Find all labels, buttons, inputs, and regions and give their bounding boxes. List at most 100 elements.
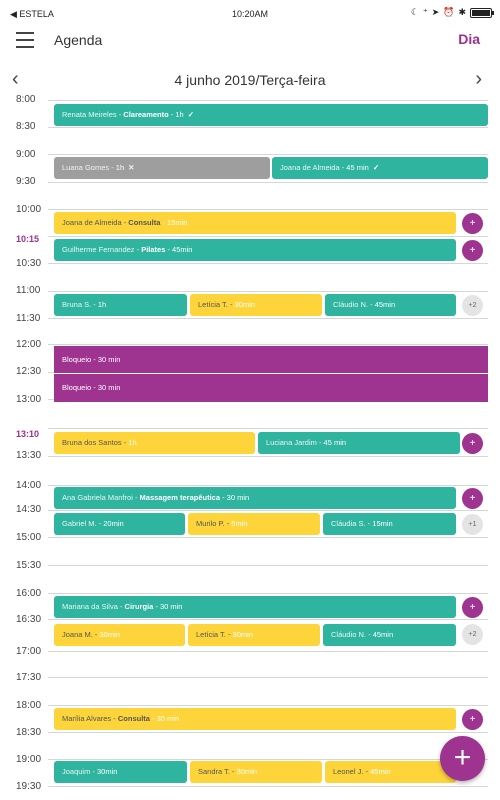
hour-divider	[48, 182, 488, 183]
more-appointments-button[interactable]: +2	[462, 624, 483, 645]
alarm-icon: ⏰	[443, 7, 455, 17]
hour-divider	[48, 291, 488, 292]
hour-divider	[48, 732, 488, 733]
hour-divider	[48, 485, 488, 486]
status-bar: ◀ ESTELA 10:20AM ☾ ⁺ ➤ ⏰ ✱	[0, 0, 500, 28]
add-appointment-button[interactable]: +	[462, 213, 483, 234]
signal-icon: ⁺	[422, 7, 428, 17]
time-label: 16:00	[16, 588, 42, 599]
status-icons: ☾ ⁺ ➤ ⏰ ✱	[410, 7, 494, 18]
time-label: 15:00	[16, 532, 42, 543]
location-icon: ➤	[431, 7, 440, 17]
appointment[interactable]: Renata Meireles - Clareamento - 1h ✓	[54, 104, 488, 126]
hour-divider	[48, 759, 488, 760]
appointment[interactable]: Murilo P. - 5min	[188, 513, 320, 535]
time-label: 13:00	[16, 394, 42, 405]
carrier-label: ◀ ESTELA	[10, 9, 54, 19]
chevron-right-icon[interactable]: ›	[475, 68, 482, 90]
hour-divider	[48, 100, 488, 101]
hour-divider	[48, 236, 488, 237]
hour-divider	[48, 565, 488, 566]
status-time: 10:20AM	[231, 9, 269, 19]
time-label: 14:00	[16, 480, 42, 491]
time-label: 17:00	[16, 646, 42, 657]
time-label: 13:30	[16, 450, 42, 461]
hour-divider	[48, 127, 488, 128]
appointment[interactable]: Joana de Almeida - 45 min ✓	[272, 157, 488, 179]
hour-divider	[48, 263, 488, 264]
time-label: 17:30	[16, 672, 42, 683]
appointment[interactable]: Joana M. - 30min	[54, 624, 185, 646]
hamburger-icon[interactable]	[16, 32, 34, 48]
hour-divider	[48, 786, 488, 787]
date-navigation: ‹ 4 junho 2019/Terça-feira ›	[0, 66, 500, 96]
time-label: 11:00	[16, 285, 41, 296]
hour-divider	[48, 510, 488, 511]
add-appointment-button[interactable]: +	[462, 488, 483, 509]
hour-divider	[48, 651, 488, 652]
time-label: 14:30	[16, 504, 42, 515]
time-label: 18:30	[16, 727, 42, 738]
appointment[interactable]: Bruna S. - 1h	[54, 294, 187, 316]
add-appointment-button[interactable]: +	[462, 433, 483, 454]
appointment[interactable]: Cláudio N. - 45min	[325, 294, 456, 316]
more-appointments-button[interactable]: +1	[462, 514, 483, 535]
blocked-slot[interactable]: Bloqueio - 30 min	[54, 374, 488, 402]
appointment[interactable]: Cláudia S. - 15min	[323, 513, 456, 535]
chevron-left-icon[interactable]: ‹	[12, 68, 19, 90]
time-label: 10:00	[16, 204, 42, 215]
time-label: 12:30	[16, 366, 42, 377]
time-label: 11:30	[16, 313, 41, 324]
add-appointment-button[interactable]: +	[462, 709, 483, 730]
appointment[interactable]: Bruna dos Santos - 1h	[54, 432, 255, 454]
appointment[interactable]: Joaquim - 30min	[54, 761, 187, 783]
appointment[interactable]: Joana de Almeida - Consulta - 15min	[54, 212, 456, 234]
check-icon: ✓	[372, 163, 380, 172]
appointment[interactable]: Letícia T. - 30min	[190, 294, 322, 316]
time-label: 12:00	[16, 339, 42, 350]
current-time-label: 13:10	[16, 429, 40, 439]
appointment[interactable]: Letícia T. - 30min	[188, 624, 320, 646]
time-label: 10:30	[16, 258, 42, 269]
hour-divider	[48, 318, 488, 319]
appointment[interactable]: Cláudio N. - 45min	[323, 624, 456, 646]
appointment-cancelled[interactable]: Luana Gomes - 1h ✕	[54, 157, 270, 179]
hour-divider	[48, 705, 488, 706]
time-label: 18:00	[16, 700, 42, 711]
appointment[interactable]: Guilherme Fernandez - Pilates - 45min	[54, 239, 456, 261]
hour-divider	[48, 456, 488, 457]
time-label: 9:30	[16, 176, 36, 187]
check-icon: ✓	[187, 110, 195, 119]
hour-divider	[48, 428, 488, 429]
appointment[interactable]: Leonel J. - 45min	[325, 761, 456, 783]
hour-divider	[48, 154, 488, 155]
current-time-label: 10:15	[16, 234, 40, 244]
bluetooth-icon: ✱	[458, 7, 466, 17]
add-appointment-button[interactable]: +	[462, 240, 483, 261]
hour-divider	[48, 593, 488, 594]
appointment[interactable]: Marília Alvares - Consulta - 30 min	[54, 708, 456, 730]
time-label: 19:30	[16, 781, 42, 792]
moon-icon: ☾	[410, 7, 419, 17]
cancel-icon: ✕	[128, 163, 135, 172]
hour-divider	[48, 619, 488, 620]
day-timeline: 8:00 8:30 9:00 9:30 10:00 10:15 10:30 11…	[0, 92, 500, 800]
time-label: 15:30	[16, 560, 42, 571]
appointment[interactable]: Luciana Jardim - 45 min	[258, 432, 460, 454]
view-mode-button[interactable]: Dia	[458, 31, 480, 47]
page-title: Agenda	[54, 32, 103, 48]
time-label: 9:00	[16, 149, 36, 160]
appointment[interactable]: Mariana da Silva - Cirurgia - 30 min	[54, 596, 456, 618]
blocked-slot[interactable]: Bloqueio - 30 min	[54, 346, 488, 373]
add-appointment-button[interactable]: +	[462, 597, 483, 618]
time-label: 19:00	[16, 754, 42, 765]
appointment[interactable]: Sandra T. - 30min	[190, 761, 322, 783]
hour-divider	[48, 537, 488, 538]
appointment[interactable]: Gabriel M. - 20min	[54, 513, 185, 535]
hour-divider	[48, 344, 488, 345]
more-appointments-button[interactable]: +2	[462, 295, 483, 316]
time-label: 16:30	[16, 614, 42, 625]
appointment[interactable]: Ana Gabriela Manfroi - Massagem terapêut…	[54, 487, 456, 509]
add-fab-button[interactable]: +	[440, 736, 485, 781]
app-header: Agenda Dia	[0, 28, 500, 52]
